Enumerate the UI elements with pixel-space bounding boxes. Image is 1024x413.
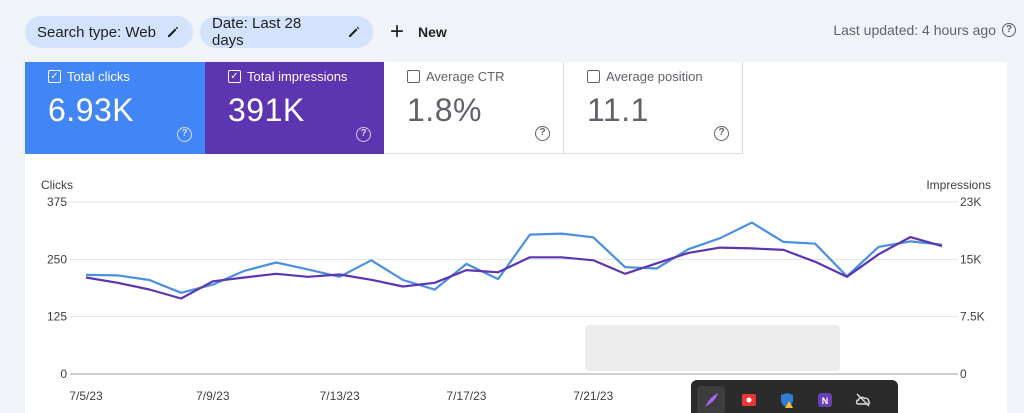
help-icon[interactable]: ? xyxy=(1002,23,1016,37)
metric-average-position[interactable]: Average position 11.1 ? xyxy=(564,62,743,154)
last-updated-status: Last updated: 4 hours ago ? xyxy=(833,22,1016,38)
red-app-icon[interactable] xyxy=(735,386,763,413)
checkbox-checked-icon[interactable]: ✓ xyxy=(228,70,241,83)
new-button-label: New xyxy=(418,24,447,40)
pencil-icon xyxy=(167,26,179,37)
metric-label: Total impressions xyxy=(247,69,348,84)
floating-taskbar: N xyxy=(691,380,898,413)
toolbar: Search type: Web Date: Last 28 days + Ne… xyxy=(0,0,1024,62)
metric-value: 1.8% xyxy=(407,92,482,128)
svg-text:N: N xyxy=(822,396,829,406)
search-type-filter-chip[interactable]: Search type: Web xyxy=(25,16,193,48)
metric-label: Average CTR xyxy=(426,69,505,84)
checkbox-unchecked-icon[interactable] xyxy=(407,70,420,83)
plus-icon: + xyxy=(390,18,405,45)
help-icon[interactable]: ? xyxy=(356,127,371,142)
last-updated-text: Last updated: 4 hours ago xyxy=(833,22,996,38)
help-icon[interactable]: ? xyxy=(535,126,550,141)
metric-value: 11.1 xyxy=(587,92,649,128)
checkbox-unchecked-icon[interactable] xyxy=(587,70,600,83)
new-filter-button[interactable]: + New xyxy=(390,18,447,46)
shield-warning-icon[interactable] xyxy=(773,386,801,413)
help-icon[interactable]: ? xyxy=(177,127,192,142)
metric-average-ctr[interactable]: Average CTR 1.8% ? xyxy=(384,62,564,154)
metric-total-impressions[interactable]: ✓ Total impressions 391K ? xyxy=(205,62,384,154)
date-filter-chip[interactable]: Date: Last 28 days xyxy=(200,15,373,49)
cloud-off-icon[interactable] xyxy=(849,386,877,413)
metric-label: Average position xyxy=(606,69,703,84)
date-chip-label: Date: Last 28 days xyxy=(212,15,302,49)
feather-icon[interactable] xyxy=(697,386,725,413)
checkbox-checked-icon[interactable]: ✓ xyxy=(48,70,61,83)
performance-card: ✓ Total clicks 6.93K ? ✓ Total impressions… xyxy=(25,62,1007,413)
metric-label: Total clicks xyxy=(67,69,130,84)
pencil-icon xyxy=(349,26,360,37)
help-icon[interactable]: ? xyxy=(714,126,729,141)
metric-value: 6.93K xyxy=(48,92,135,128)
scissors-app-icon[interactable]: N xyxy=(811,386,839,413)
tooltip-placeholder xyxy=(585,325,840,371)
metric-value: 391K xyxy=(228,92,305,128)
metric-total-clicks[interactable]: ✓ Total clicks 6.93K ? xyxy=(25,62,205,154)
search-type-chip-label: Search type: Web xyxy=(37,23,156,41)
